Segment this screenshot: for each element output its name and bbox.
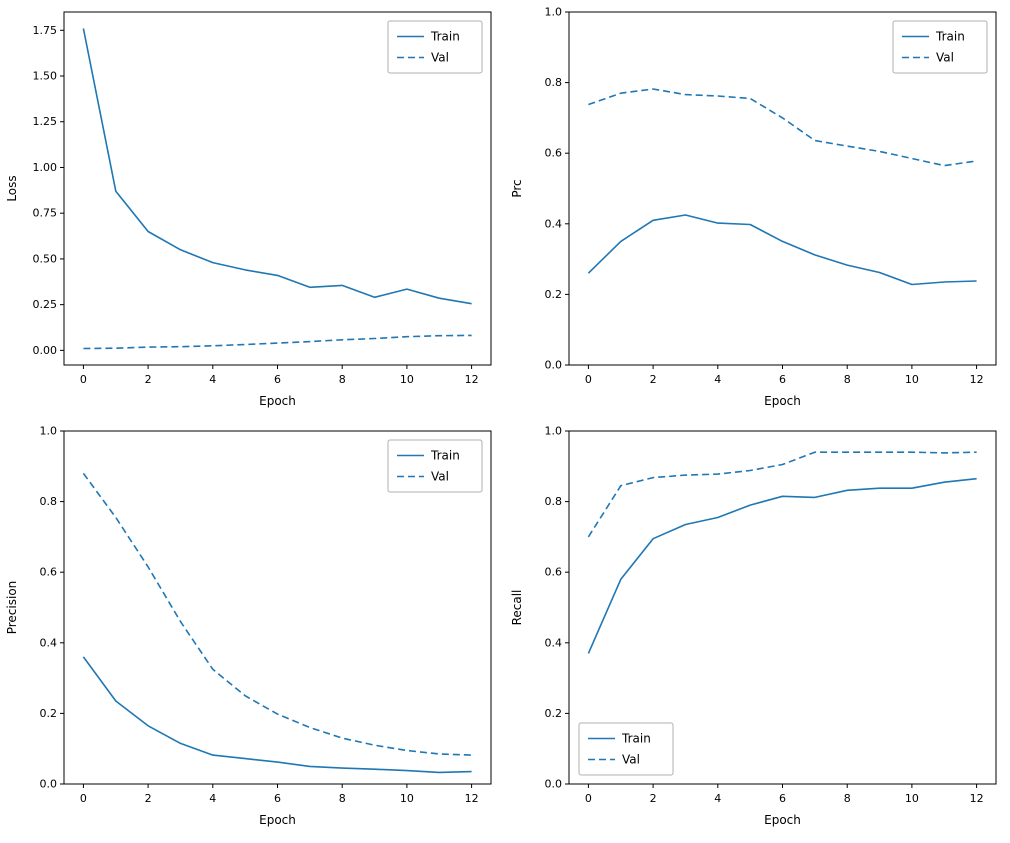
x-tick-label: 10 [400,792,414,805]
x-tick-label: 6 [274,792,281,805]
series-line-val [83,334,472,350]
chart-svg: 0 2 4 6 8 10 12 0.00 0.25 0.50 0.75 1.00 1.25 1.50 1.7… [5,11,492,408]
legend-box [387,439,483,493]
legend-label-train: Train [430,30,460,44]
subplot-loss: 0 2 4 6 8 10 12 0.00 0.25 0.50 0.75 1.00 1.25 1.50 1.7… [0,0,505,419]
y-tick-label: 1.00 [33,161,58,174]
y-tick-label: 0.8 [40,495,58,508]
x-tick-label: 4 [209,792,216,805]
x-tick-label: 8 [339,792,346,805]
legend: Train Val [387,20,483,74]
y-tick-label: 0.2 [545,707,563,720]
x-tick-label: 2 [145,792,152,805]
x-tick-label: 4 [714,373,721,386]
legend-label-train: Train [430,449,460,463]
legend-box [387,20,483,74]
x-tick-label: 0 [585,373,592,386]
y-tick-label: 0.75 [33,207,58,220]
y-tick-label: 1.75 [33,24,58,37]
x-axis-label: Epoch [764,394,801,408]
chart-svg: 0 2 4 6 8 10 12 0.0 0.2 0.4 0.6 0.8 1.0 Epoch Prc Train… [510,6,997,408]
legend-label-val: Val [431,51,449,65]
x-tick-label: 10 [905,373,919,386]
x-tick-label: 6 [274,373,281,386]
series-line-train [587,214,977,286]
x-tick-label: 12 [970,373,984,386]
x-tick-label: 8 [844,373,851,386]
x-tick-label: 4 [209,373,216,386]
x-axis-label: Epoch [259,394,296,408]
y-tick-label: 0.6 [40,566,58,579]
subplot-prc: 0 2 4 6 8 10 12 0.0 0.2 0.4 0.6 0.8 1.0 Epoch Prc Train… [505,0,1010,419]
legend-label-val: Val [622,753,640,767]
legend-label-val: Val [936,51,954,65]
y-tick-label: 0.50 [33,252,58,265]
series-line-train [82,656,472,774]
chart-svg: 0 2 4 6 8 10 12 0.0 0.2 0.4 0.6 0.8 1.0 Epoch Precisio… [5,425,492,827]
x-tick-label: 8 [339,373,346,386]
series-line-train [82,28,472,305]
y-tick-label: 0.0 [545,359,563,372]
x-axis-label: Epoch [259,813,296,827]
y-tick-label: 0.25 [33,298,58,311]
y-tick-label: 1.50 [33,70,58,83]
x-tick-label: 6 [779,373,786,386]
y-tick-label: 1.25 [33,115,58,128]
x-tick-label: 10 [400,373,414,386]
series-line-val [587,451,977,538]
x-tick-label: 10 [905,792,919,805]
x-tick-label: 0 [80,792,87,805]
subplot-precision: 0 2 4 6 8 10 12 0.0 0.2 0.4 0.6 0.8 1.0 Epoch Precisio… [0,419,505,838]
series-line-val [82,472,472,756]
y-tick-label: 0.4 [40,636,58,649]
legend-label-val: Val [431,470,449,484]
x-tick-label: 6 [779,792,786,805]
legend-label-train: Train [621,732,651,746]
x-tick-label: 0 [80,373,87,386]
y-tick-label: 0.8 [545,495,563,508]
y-tick-label: 1.0 [545,6,563,19]
y-tick-label: 0.2 [40,707,58,720]
y-tick-label: 1.0 [40,425,58,438]
x-tick-label: 2 [650,373,657,386]
y-tick-label: 0.0 [545,778,563,791]
x-tick-label: 2 [145,373,152,386]
x-tick-label: 4 [714,792,721,805]
y-axis-label: Recall [510,590,524,626]
y-axis-label: Loss [5,175,19,201]
x-tick-label: 2 [650,792,657,805]
y-tick-label: 0.6 [545,147,563,160]
legend-box [892,20,988,74]
y-axis-label: Prc [510,179,524,197]
legend-label-train: Train [935,30,965,44]
series-line-train [587,477,977,654]
y-tick-label: 0.00 [33,344,58,357]
y-tick-label: 1.0 [545,425,563,438]
y-tick-label: 0.2 [545,288,563,301]
y-tick-label: 0.4 [545,636,563,649]
y-tick-label: 0.8 [545,76,563,89]
x-tick-label: 12 [970,792,984,805]
legend-box [578,722,674,776]
x-tick-label: 0 [585,792,592,805]
x-tick-label: 12 [465,373,479,386]
series-line-val [588,88,977,167]
y-tick-label: 0.0 [40,778,58,791]
x-axis-label: Epoch [764,813,801,827]
y-axis-label: Precision [5,581,19,635]
subplot-recall: 0 2 4 6 8 10 12 0.0 0.2 0.4 0.6 0.8 1.0 Epoch Recall Tr… [505,419,1010,838]
x-tick-label: 8 [844,792,851,805]
legend: Train Val [892,20,988,74]
x-tick-label: 12 [465,792,479,805]
y-tick-label: 0.4 [545,217,563,230]
y-tick-label: 0.6 [545,566,563,579]
legend: Train Val [578,722,674,776]
legend: Train Val [387,439,483,493]
chart-svg: 0 2 4 6 8 10 12 0.0 0.2 0.4 0.6 0.8 1.0 Epoch Recall Tr… [510,425,997,827]
